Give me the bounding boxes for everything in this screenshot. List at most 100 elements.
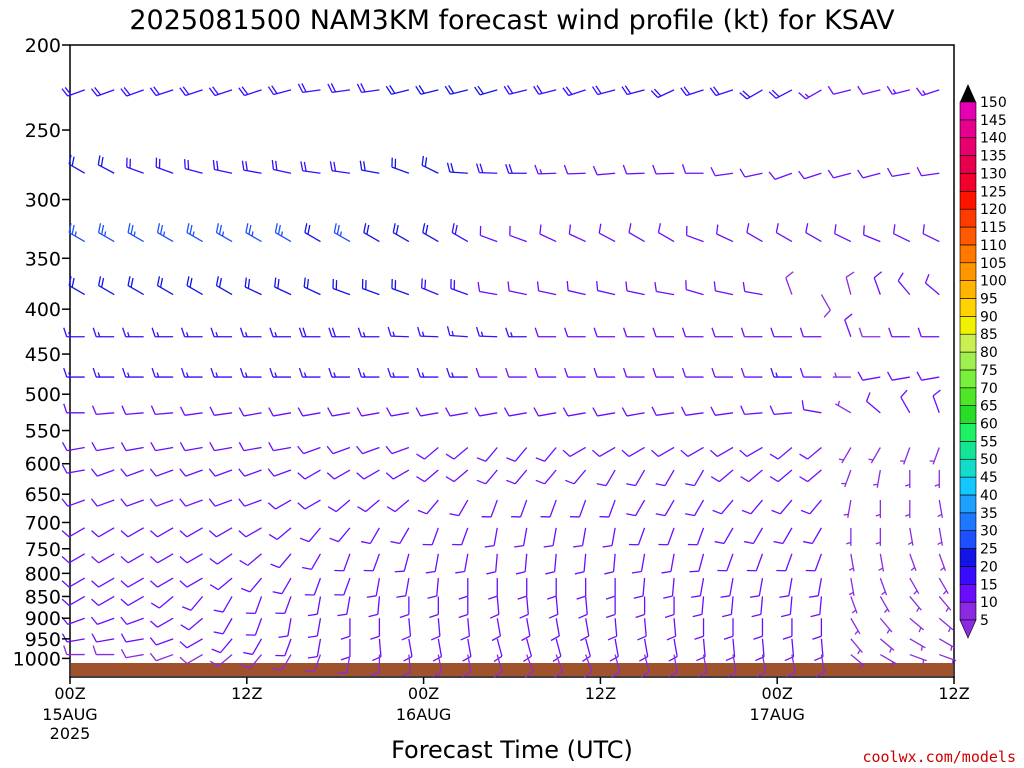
barb-staff [811, 527, 822, 544]
barb-flag [503, 85, 510, 95]
wind-barb [240, 577, 263, 593]
barb-flag [150, 530, 158, 538]
barb-staff [702, 638, 706, 657]
barb-staff [761, 654, 767, 673]
barb-flag [238, 498, 246, 507]
barb-flag [181, 606, 192, 611]
barb-flag [576, 595, 586, 600]
barb-staff [555, 618, 560, 637]
colorbar-segment [959, 298, 977, 317]
wind-barb [786, 654, 796, 678]
wind-barb [90, 468, 115, 477]
barb-flag [363, 223, 367, 233]
wind-barb [652, 164, 675, 175]
barb-staff [496, 654, 503, 673]
barb-flag [539, 224, 542, 235]
barb-flag [751, 613, 762, 618]
wind-barb [525, 654, 534, 678]
barb-flag [713, 281, 717, 291]
barb-staff [426, 499, 439, 515]
barb-staff [155, 653, 174, 662]
barb-staff [643, 654, 650, 673]
wind-barb [432, 654, 443, 678]
barb-staff [158, 595, 174, 609]
barb-staff [717, 446, 734, 458]
barb-staff [626, 172, 645, 175]
wind-barb [771, 499, 793, 515]
barb-flag [159, 224, 164, 235]
wind-barb [357, 367, 380, 378]
barb-flag [357, 506, 366, 513]
barb-staff [508, 290, 527, 296]
barb-flag [565, 86, 573, 95]
wind-barb [120, 553, 144, 564]
barb-half-flag [857, 649, 861, 655]
wind-barb [568, 224, 586, 243]
wind-barb [391, 157, 410, 174]
barb-flag [446, 162, 451, 173]
colorbar-segment [959, 494, 977, 514]
wind-barb [564, 367, 586, 378]
barb-flag [307, 224, 311, 235]
barb-flag [422, 223, 426, 233]
wind-barb [493, 654, 503, 678]
colorbar-segment [959, 530, 977, 549]
barb-half-flag [480, 331, 484, 337]
wind-barb [505, 164, 527, 174]
barb-flag [418, 85, 425, 94]
wind-barb [536, 281, 557, 296]
wind-barb [850, 654, 866, 669]
barb-flag [756, 671, 766, 678]
barb-flag [277, 278, 280, 289]
barb-staff [222, 596, 233, 613]
barb-flag [122, 327, 127, 337]
barb-staff [716, 233, 734, 243]
barb-flag [562, 449, 571, 457]
barb-staff [68, 553, 86, 564]
wind-barb [91, 577, 115, 588]
colorbar-label: 45 [980, 470, 998, 486]
wind-barb [892, 224, 911, 243]
wind-barb [938, 577, 949, 595]
wind-barb [751, 596, 764, 618]
wind-barb [275, 638, 292, 657]
barb-flag [272, 591, 283, 595]
wind-barb [300, 161, 321, 174]
wind-barb [770, 367, 792, 378]
wind-barb [422, 223, 439, 243]
barb-flag [307, 635, 318, 639]
wind-barb [120, 468, 144, 477]
barb-staff [249, 654, 263, 669]
barb-flag [785, 271, 794, 279]
wind-barb [716, 224, 734, 243]
credit-text[interactable]: coolwx.com/models [862, 748, 1016, 766]
wind-barb [304, 223, 321, 243]
wind-barb [535, 469, 557, 485]
colorbar-segment [959, 244, 977, 264]
barb-flag [91, 556, 100, 564]
colorbar-label: 75 [980, 363, 998, 379]
wind-barb [517, 578, 528, 600]
colorbar-segment [959, 208, 977, 228]
barb-staff [316, 596, 322, 615]
wind-barb [244, 277, 262, 296]
barb-flag [179, 580, 188, 588]
wind-barb [533, 407, 557, 417]
wind-barb [799, 446, 822, 460]
colorbar-label: 60 [980, 417, 998, 433]
barb-flag [417, 326, 421, 337]
barb-flag [297, 445, 305, 455]
barb-half-flag [878, 567, 884, 571]
wind-barb [739, 446, 763, 458]
wind-barb [680, 446, 704, 458]
wind-barb [302, 553, 322, 571]
wind-barb [834, 224, 852, 243]
wind-barb [240, 654, 263, 669]
barb-staff [275, 499, 292, 510]
wind-barb [97, 155, 115, 174]
wind-barb [775, 223, 793, 243]
wind-barb [356, 83, 380, 94]
x-tick-date-label: 15AUG [42, 705, 97, 724]
wind-barb [879, 617, 893, 634]
wind-barb [340, 638, 351, 661]
